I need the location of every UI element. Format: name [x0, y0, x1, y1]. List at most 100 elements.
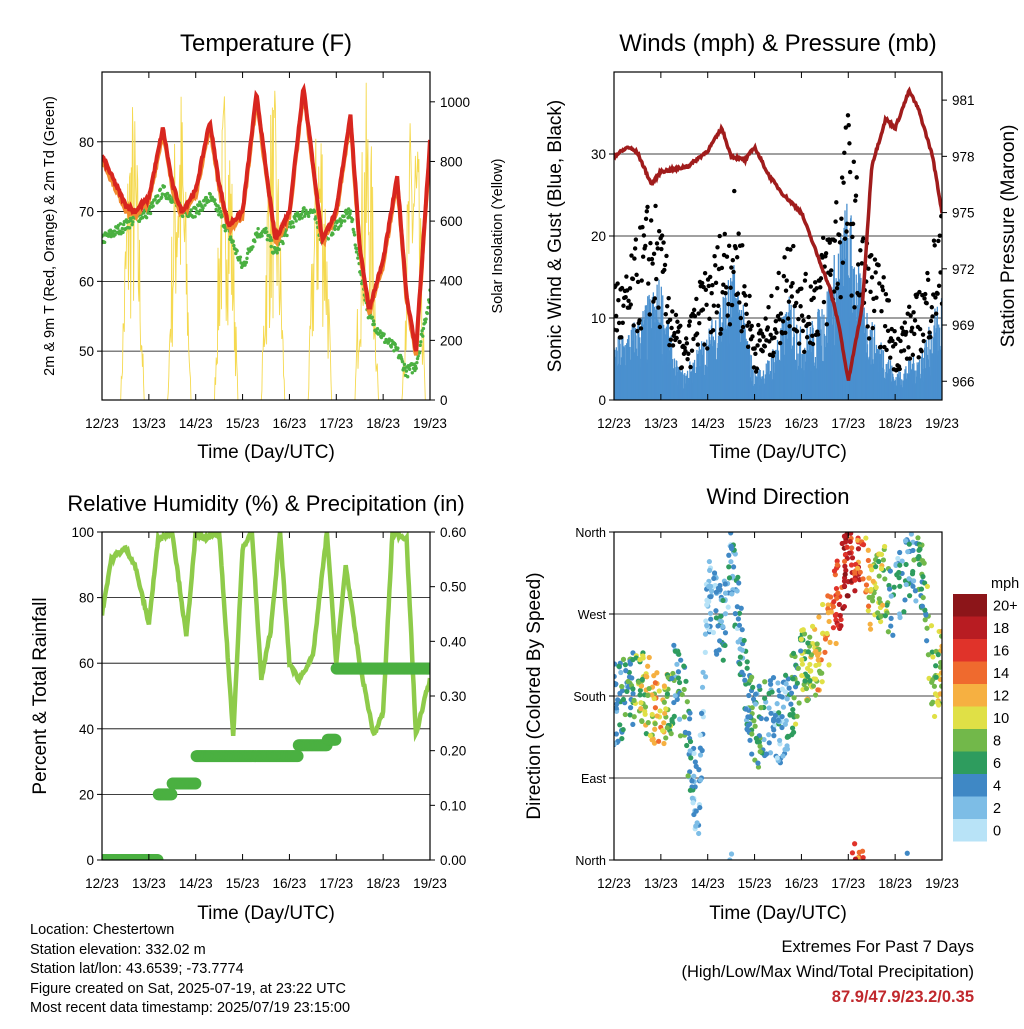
y-tick-label: 966	[952, 374, 975, 389]
winds-plot: 12/23 13/23 14/23 15/23 16/23 17/23 18/23 19/23…	[591, 72, 975, 431]
gust-point	[668, 337, 674, 342]
gust-point	[868, 289, 873, 295]
dewpoint-point	[147, 207, 151, 211]
temperature-title: Temperature (F)	[180, 30, 352, 57]
y-tick-label: 972	[952, 262, 975, 277]
gust-point	[721, 282, 726, 287]
x-tick-label: 19/23	[413, 416, 447, 431]
gust-point	[865, 324, 870, 329]
dewpoint-point	[215, 209, 220, 213]
dewpoint-point	[244, 260, 249, 265]
gust-point	[912, 318, 918, 323]
gust-point	[656, 228, 662, 234]
direction-point	[884, 602, 890, 608]
winds-panel: Winds (mph) & Pressure (mb) 12/23 13/23 14…	[545, 30, 1019, 463]
dewpoint-point	[160, 192, 165, 196]
gust-point	[708, 274, 713, 280]
direction-point	[758, 715, 764, 722]
direction-point	[691, 773, 697, 779]
direction-point	[852, 569, 858, 575]
gust-point	[747, 293, 752, 299]
gust-point	[637, 318, 642, 323]
direction-point	[826, 662, 832, 668]
direction-point	[771, 727, 777, 733]
y-tick-label: 0.10	[440, 798, 466, 813]
gust-point	[936, 238, 941, 244]
direction-point	[774, 755, 780, 761]
dewpoint-point	[245, 256, 249, 261]
precip-point	[151, 854, 164, 860]
dewpoint-point	[193, 214, 197, 219]
gust-point	[755, 343, 760, 348]
gust-point	[691, 336, 696, 342]
direction-point	[920, 558, 926, 564]
gust-point	[750, 334, 755, 339]
gust-point	[782, 255, 787, 260]
direction-point	[838, 616, 844, 623]
gust-point	[753, 351, 758, 356]
y-tick-label: 400	[440, 274, 463, 289]
dewpoint-point	[396, 346, 400, 350]
gust-point	[769, 293, 774, 299]
gust-point	[710, 282, 715, 288]
direction-point	[702, 649, 708, 655]
gust-point	[781, 273, 787, 279]
gust-point	[654, 241, 660, 246]
gust-point	[746, 320, 752, 325]
direction-point	[720, 597, 726, 604]
direction-point	[787, 712, 793, 718]
temperature-xlabel: Time (Day/UTC)	[197, 442, 335, 463]
direction-point	[722, 611, 729, 617]
gust-point	[801, 318, 806, 323]
extremes-title: Extremes For Past 7 Days	[781, 938, 974, 956]
direction-point	[767, 750, 774, 756]
gust-point	[910, 352, 916, 358]
gust-point	[877, 281, 882, 286]
direction-point	[627, 705, 634, 711]
humidity-xlabel: Time (Day/UTC)	[197, 903, 335, 924]
gust-point	[908, 313, 913, 318]
direction-point	[771, 733, 777, 739]
y-tick-label: 200	[440, 333, 463, 348]
legend-swatch	[953, 661, 987, 684]
dewpoint-point	[151, 204, 155, 208]
dewpoint-point	[350, 217, 355, 222]
direction-point	[835, 590, 841, 596]
gust-point	[886, 298, 891, 303]
gust-point	[685, 356, 690, 362]
direction-point	[905, 549, 911, 555]
direction-point	[681, 714, 688, 720]
direction-point	[788, 690, 795, 696]
direction-point	[730, 564, 737, 570]
gust-point	[706, 283, 711, 289]
gust-point	[838, 295, 843, 300]
direction-point	[865, 603, 872, 609]
direction-point	[810, 683, 817, 689]
gust-point	[648, 218, 654, 223]
direction-point	[896, 575, 902, 581]
gust-point	[783, 330, 788, 336]
direction-point	[617, 690, 623, 696]
gust-point	[869, 252, 874, 258]
gust-point	[858, 248, 863, 253]
direction-point	[875, 610, 881, 616]
direction-point	[727, 857, 733, 860]
direction-point	[932, 691, 939, 697]
dewpoint-point	[113, 232, 117, 237]
legend-label: 10	[993, 711, 1009, 727]
gust-point	[643, 216, 649, 222]
gust-point	[818, 285, 823, 290]
direction-point	[855, 546, 862, 552]
direction-point	[689, 778, 695, 784]
direction-point	[664, 725, 670, 731]
gust-point	[729, 265, 734, 270]
gust-point	[732, 188, 737, 194]
dewpoint-point	[232, 243, 236, 248]
dewpoint-point	[277, 247, 281, 252]
dewpoint-point	[417, 351, 422, 355]
gust-point	[890, 338, 895, 343]
direction-point	[848, 562, 855, 568]
direction-point	[726, 552, 732, 558]
direction-point	[661, 683, 667, 689]
dewpoint-point	[204, 195, 209, 200]
